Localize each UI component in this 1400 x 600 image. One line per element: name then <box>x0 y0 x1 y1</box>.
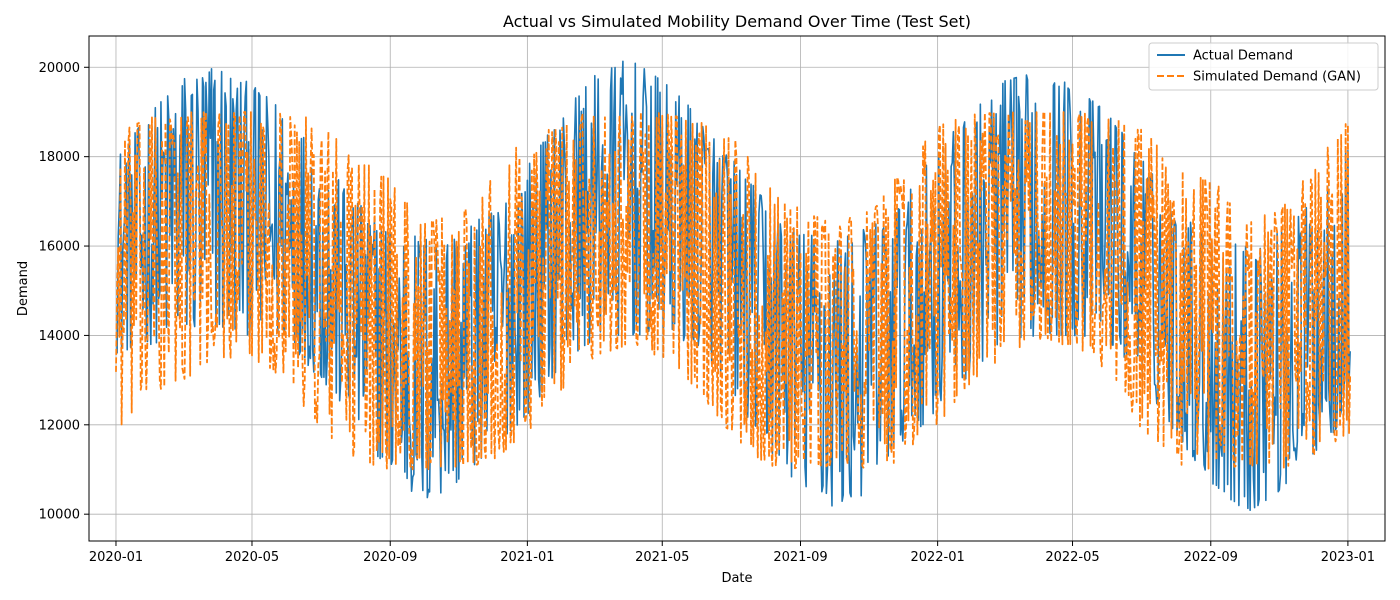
legend: Actual Demand Simulated Demand (GAN) <box>1148 42 1379 91</box>
y-tick-label: 16000 <box>39 240 80 255</box>
series-line-simulated-demand <box>115 111 1352 471</box>
y-tick-label: 12000 <box>39 418 80 433</box>
legend-label-simulated: Simulated Demand (GAN) <box>1193 70 1361 85</box>
y-tick-label: 10000 <box>39 508 80 523</box>
legend-label-actual: Actual Demand <box>1193 49 1293 64</box>
series-layer <box>115 60 1352 512</box>
x-tick-label: 2022-09 <box>1184 550 1238 565</box>
x-axis-title: Date <box>721 571 752 586</box>
x-tick-label: 2023-01 <box>1321 550 1375 565</box>
axes-layer: 2020-01 2020-05 2020-09 2021-01 2021-05 2021-… <box>39 61 1375 565</box>
x-tick-label: 2020-01 <box>89 550 143 565</box>
x-tick-label: 2021-05 <box>635 550 689 565</box>
x-tick-label: 2021-09 <box>773 550 827 565</box>
x-tick-label: 2020-09 <box>363 550 417 565</box>
plot-frame <box>88 35 1386 542</box>
y-tick-label: 18000 <box>39 150 80 165</box>
y-tick-label: 20000 <box>39 61 80 76</box>
legend-box <box>1148 42 1379 91</box>
chart-title: Actual vs Simulated Mobility Demand Over… <box>503 12 971 31</box>
x-tick-label: 2021-01 <box>500 550 554 565</box>
x-tick-label: 2022-01 <box>910 550 964 565</box>
x-tick-label: 2022-05 <box>1045 550 1099 565</box>
x-tick-label: 2020-05 <box>225 550 279 565</box>
y-axis-title: Demand <box>16 261 31 316</box>
y-tick-label: 14000 <box>39 329 80 344</box>
